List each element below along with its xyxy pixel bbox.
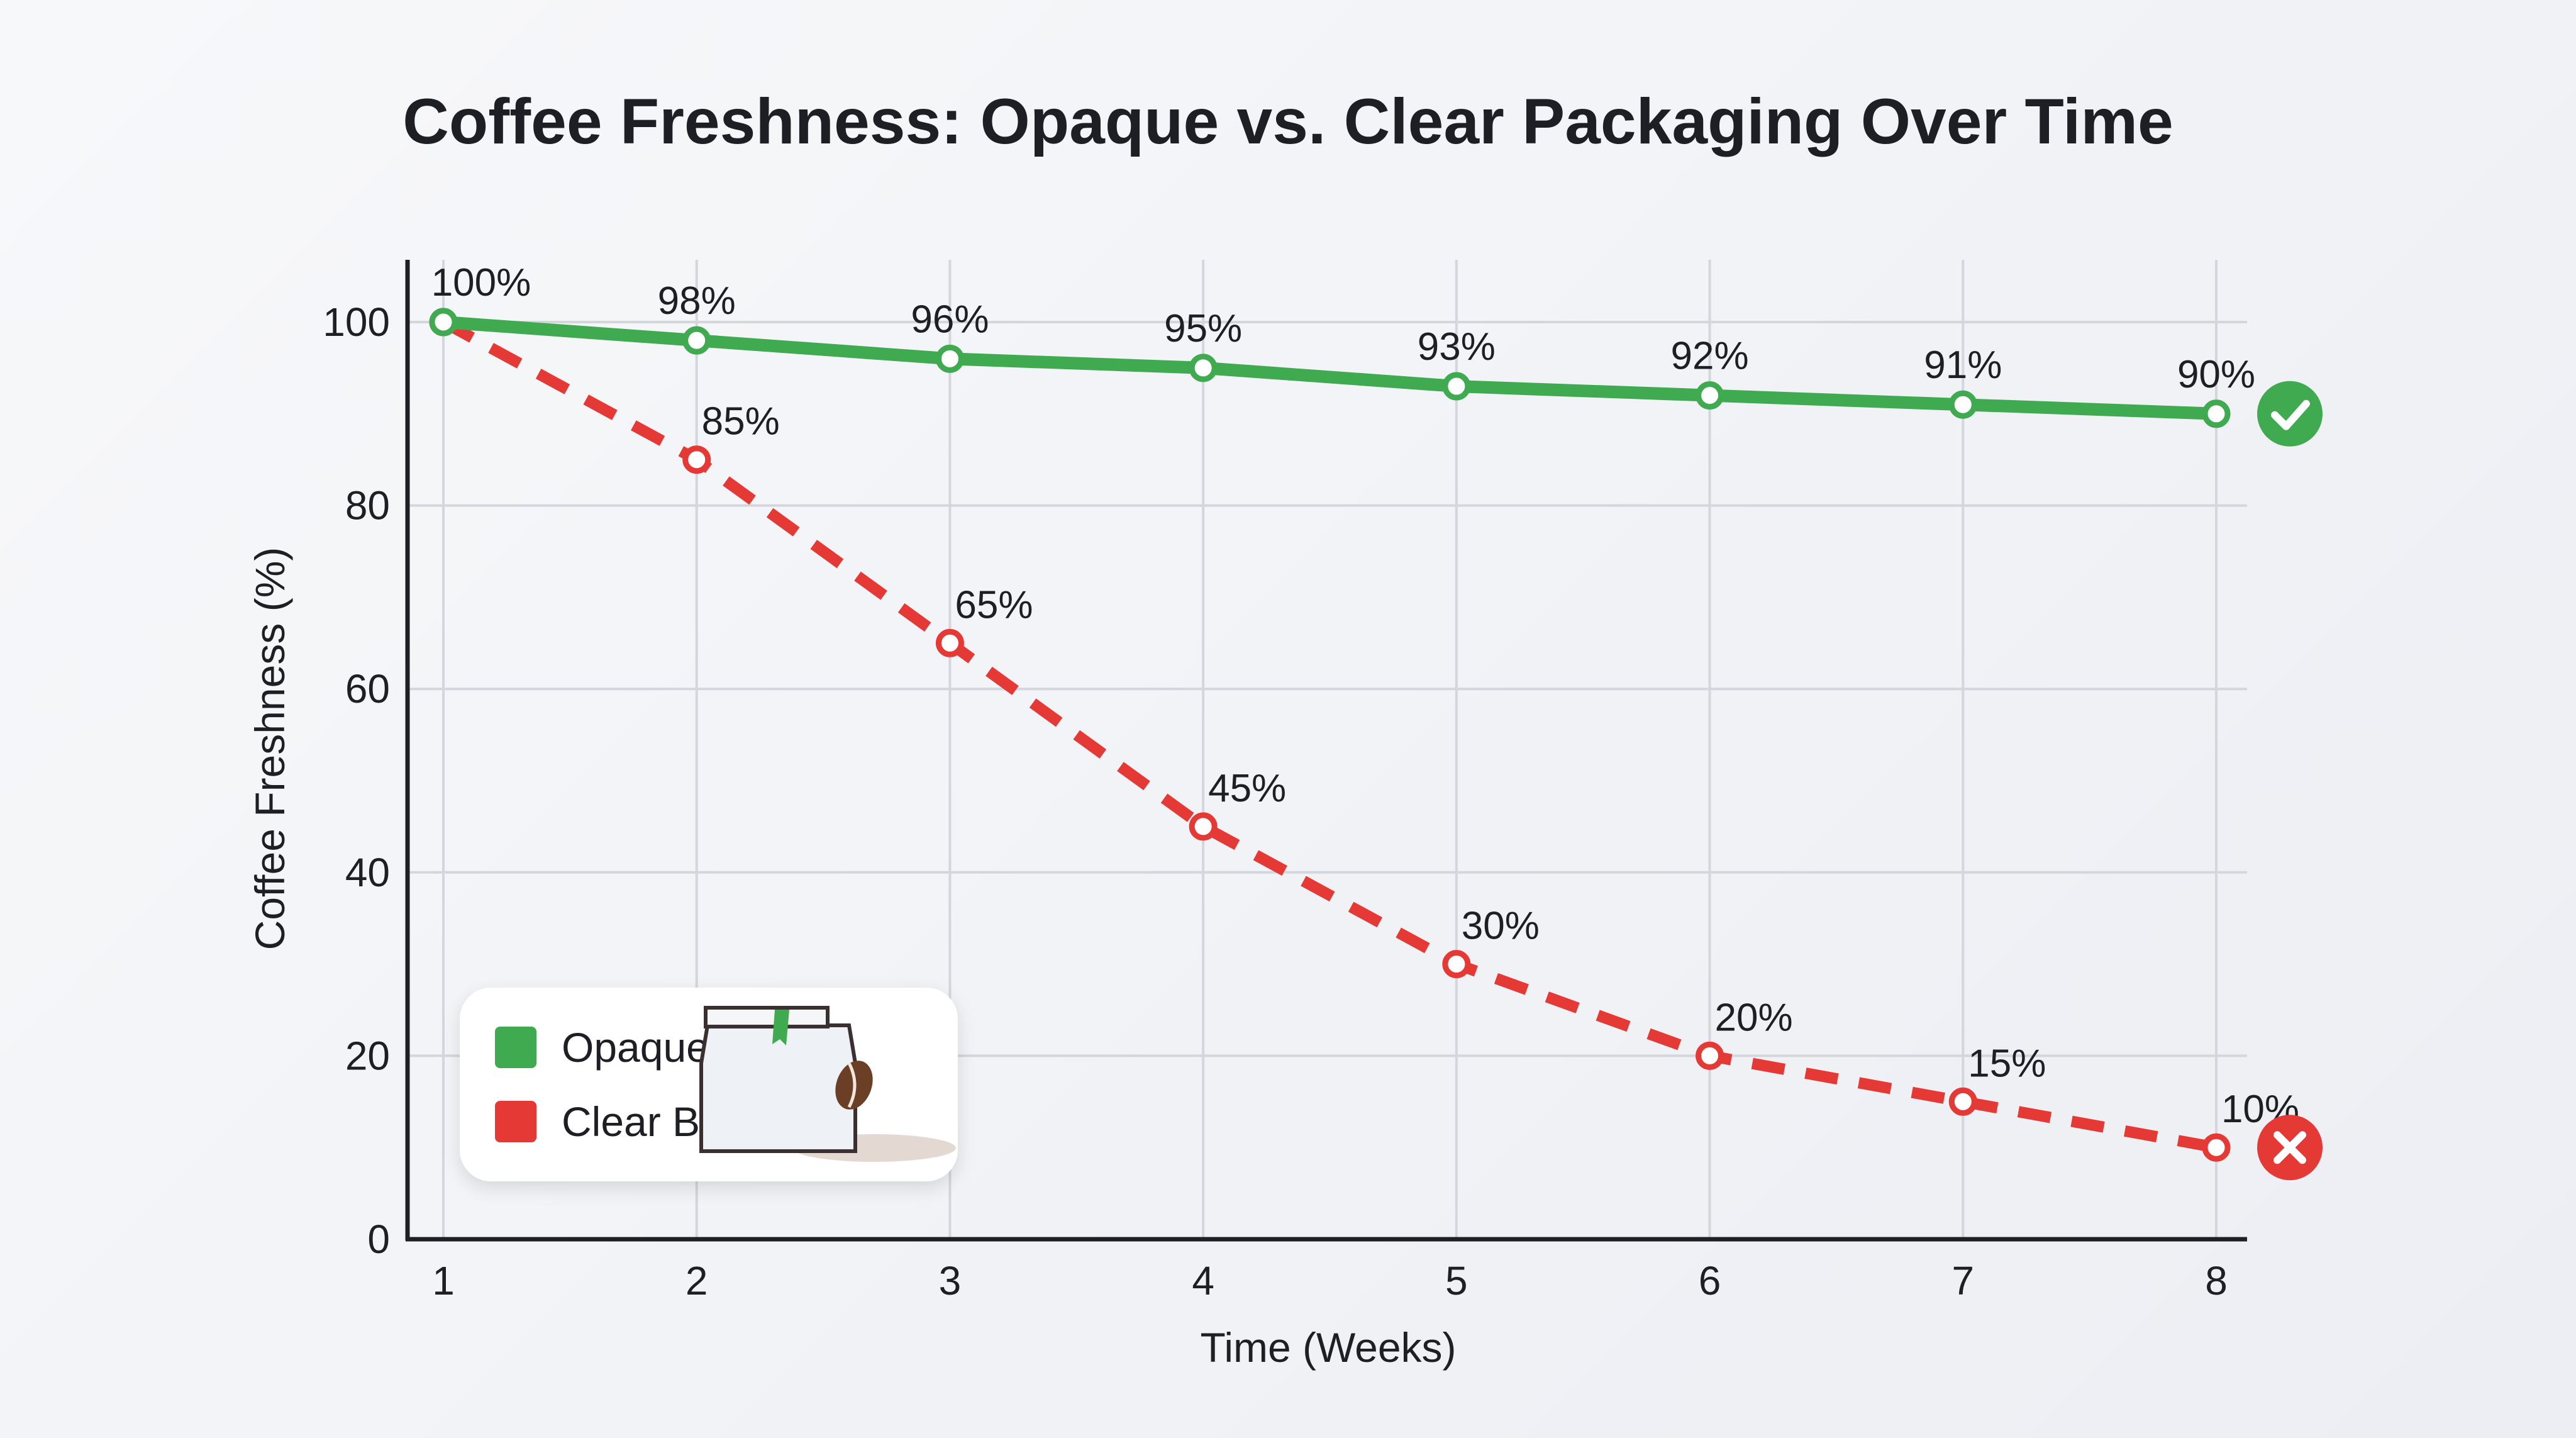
data-label: 20% (1715, 996, 1793, 1039)
x-tick-label: 2 (686, 1258, 708, 1303)
data-label: 96% (911, 298, 989, 341)
data-point (935, 344, 964, 373)
data-point (1696, 381, 1724, 410)
data-point (1948, 1087, 1977, 1116)
y-tick-label: 60 (345, 666, 390, 711)
chart-title: Coffee Freshness: Opaque vs. Clear Packa… (402, 86, 2174, 157)
data-point (429, 308, 458, 337)
data-label: 15% (1968, 1042, 2046, 1085)
series-line-opaque (437, 316, 2223, 420)
data-point (1189, 354, 1218, 382)
series-line-clear (440, 317, 2218, 1154)
data-label: 65% (955, 583, 1033, 627)
data-point (1442, 372, 1471, 401)
check-circle-icon-bg (2257, 381, 2323, 447)
end-icons (2257, 381, 2323, 1181)
data-point (1442, 950, 1471, 979)
data-point (935, 628, 964, 657)
y-tick-label: 20 (345, 1033, 390, 1078)
data-label: 93% (1418, 325, 1496, 369)
check-mark (2271, 399, 2310, 430)
y-tick-label: 80 (345, 483, 390, 528)
data-point (682, 326, 711, 355)
data-label: 85% (702, 400, 780, 443)
x-axis-label: Time (Weeks) (1200, 1324, 1456, 1371)
y-tick-label: 0 (367, 1217, 390, 1262)
data-label: 91% (1924, 343, 2002, 387)
data-point (2202, 399, 2231, 428)
data-label: 90% (2177, 353, 2255, 396)
data-point (1948, 390, 1977, 419)
grid (408, 260, 2247, 1239)
data-point (2202, 1133, 2231, 1162)
coffee-bag-icon (699, 1006, 956, 1162)
data-point (682, 445, 711, 474)
x-circle-icon (2257, 1115, 2323, 1181)
x-mark (2273, 1131, 2306, 1164)
x-tick-label: 1 (432, 1258, 455, 1303)
legend-swatch-opaque (495, 1027, 536, 1068)
x-tick-label: 3 (939, 1258, 962, 1303)
data-labels: 85%65%45%30%20%15%10%100% 98% 96% 95% 93% 92%… (431, 261, 2299, 1131)
x-tick-label: 8 (2205, 1258, 2228, 1303)
data-label: 30% (1462, 905, 1540, 948)
x-tick-label: 7 (1951, 1258, 1974, 1303)
x-tick-label: 5 (1445, 1258, 1468, 1303)
data-point (1189, 812, 1218, 841)
check-circle-icon (2257, 381, 2323, 447)
data-point (1696, 1041, 1724, 1070)
y-tick-label: 100 (323, 299, 390, 345)
legend-swatch-clear (495, 1101, 536, 1142)
y-tick-label: 40 (345, 850, 390, 895)
x-tick-label: 4 (1192, 1258, 1214, 1303)
y-axis-label: Coffee Freshness (%) (247, 547, 293, 950)
data-label: 92% (1671, 335, 1749, 378)
data-label: 98% (658, 279, 736, 323)
series-layer (429, 308, 2231, 1162)
x-tick-label: 6 (1699, 1258, 1721, 1303)
data-label: 100% (431, 261, 531, 304)
legend-content: Opaque Bag Clear Bag (495, 1006, 956, 1162)
data-label: 95% (1164, 307, 1242, 350)
data-label: 45% (1208, 767, 1286, 810)
